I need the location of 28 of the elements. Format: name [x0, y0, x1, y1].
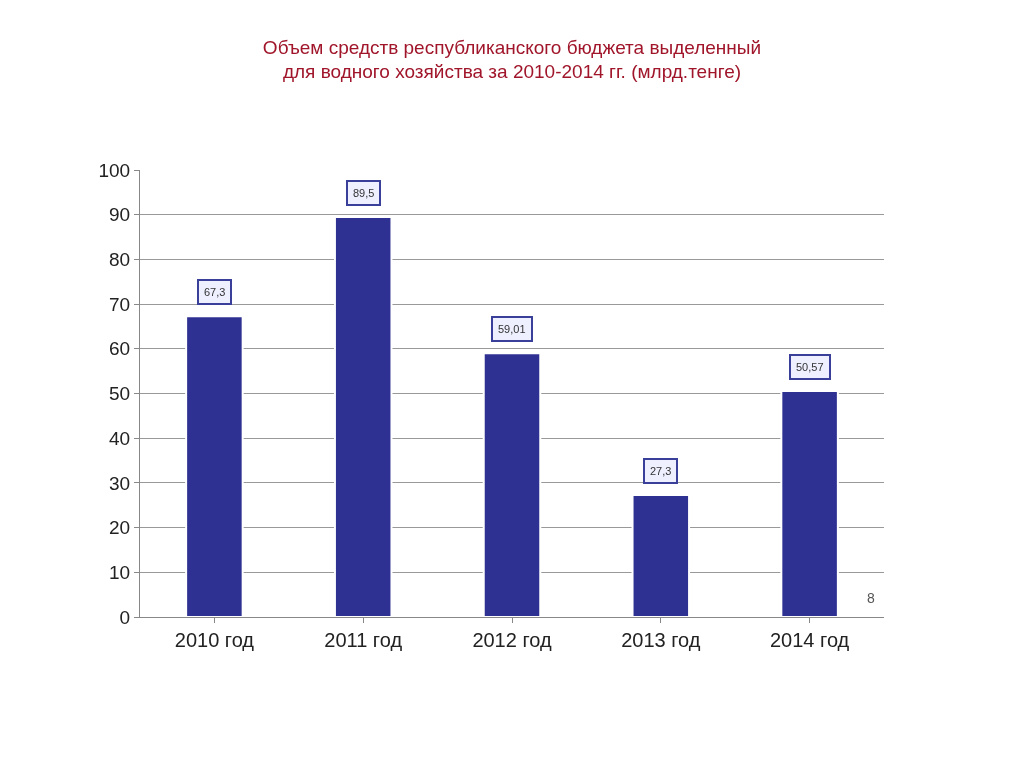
bar [631, 493, 691, 617]
data-label: 89,5 [353, 187, 375, 199]
y-tick-label: 80 [109, 249, 131, 271]
y-tick-label: 20 [109, 517, 131, 539]
x-tick-label: 2014 год [769, 629, 850, 651]
bar [185, 315, 244, 617]
y-tick-label: 70 [109, 293, 131, 315]
x-tick-label: 2010 год [174, 629, 255, 651]
y-tick-label: 40 [109, 427, 131, 449]
y-tick-label: 100 [98, 159, 131, 181]
y-tick-label: 90 [109, 204, 131, 226]
y-tick-label: 0 [119, 606, 131, 628]
y-tick-label: 30 [109, 472, 131, 494]
data-label: 59,01 [498, 323, 526, 335]
data-label: 50,57 [796, 361, 824, 373]
bar [780, 389, 839, 617]
annotation: 8 [867, 590, 875, 606]
y-tick-label: 50 [109, 383, 131, 405]
y-tick-label: 60 [109, 338, 131, 360]
x-tick-label: 2011 год [324, 629, 403, 651]
chart-title: Объем средств республиканского бюджета выделенный для водного хозяйства за 2010-2014 гг. (млрд.тенге) [262, 36, 762, 83]
bar [482, 352, 542, 617]
data-label: 67,3 [204, 286, 226, 298]
x-tick-label: 2013 год [621, 629, 701, 651]
x-tick-label: 2012 год [472, 629, 552, 651]
bar [333, 215, 393, 617]
data-label: 27,3 [650, 465, 672, 477]
y-tick-label: 10 [109, 561, 131, 583]
